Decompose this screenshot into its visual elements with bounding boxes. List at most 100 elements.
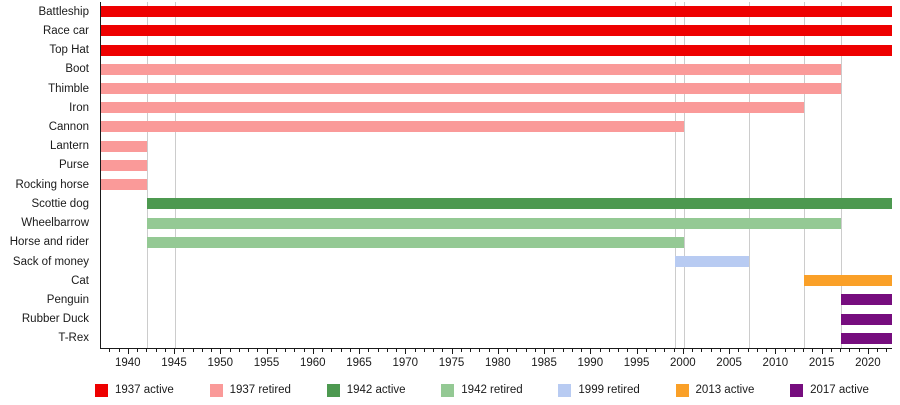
x-tick-label-1945: 1945 <box>161 357 187 369</box>
timeline-bar-lantern <box>101 140 148 152</box>
timeline-bar-t-rex <box>841 332 892 344</box>
major-tick-1945 <box>174 349 175 354</box>
timeline-bar-horse-and-rider <box>147 236 684 248</box>
minor-tick-2022 <box>886 349 888 352</box>
y-label-boot: Boot <box>65 63 89 76</box>
minor-tick-1971 <box>414 349 416 352</box>
minor-tick-1993 <box>618 349 620 352</box>
y-label-scottie-dog: Scottie dog <box>31 197 89 210</box>
minor-tick-2003 <box>710 349 712 352</box>
y-label-cat: Cat <box>71 274 89 287</box>
legend-swatch-2013-active <box>675 383 689 397</box>
minor-tick-2009 <box>766 349 768 352</box>
minor-tick-1948 <box>201 349 203 352</box>
x-tick-label-2005: 2005 <box>716 357 742 369</box>
minor-tick-1984 <box>534 349 536 352</box>
minor-tick-2014 <box>812 349 814 352</box>
timeline-bar-rubber-duck <box>841 313 892 325</box>
y-label-cannon: Cannon <box>48 120 89 133</box>
legend-item-1937-active: 1937 active <box>95 383 174 397</box>
x-tick-label-1940: 1940 <box>114 357 141 369</box>
y-label-thimble: Thimble <box>48 82 89 95</box>
minor-tick-2018 <box>849 349 851 352</box>
y-label-rocking-horse: Rocking horse <box>15 178 89 191</box>
minor-tick-1957 <box>285 349 287 352</box>
timeline-bar-battleship <box>101 6 892 18</box>
major-tick-1960 <box>312 349 314 354</box>
minor-tick-1953 <box>248 349 250 352</box>
x-tick-label-1970: 1970 <box>392 357 419 369</box>
minor-tick-1949 <box>211 349 213 352</box>
y-label-t-rex: T-Rex <box>58 332 89 345</box>
x-tick-label-1950: 1950 <box>207 357 234 369</box>
legend-label-1942-active: 1942 active <box>346 384 406 396</box>
timeline-bar-wheelbarrow <box>147 217 842 229</box>
x-tick-label-1995: 1995 <box>623 357 650 369</box>
gridline-2007 <box>748 2 750 348</box>
minor-tick-1968 <box>386 349 388 352</box>
y-label-top-hat: Top Hat <box>49 44 89 57</box>
minor-tick-1946 <box>183 349 185 352</box>
legend-swatch-1942-retired <box>441 383 455 397</box>
legend-item-2017-active: 2017 active <box>790 383 869 397</box>
major-tick-2010 <box>775 349 777 354</box>
minor-tick-1991 <box>599 349 601 352</box>
timeline-bar-race-car <box>101 25 892 37</box>
minor-tick-2019 <box>858 349 860 352</box>
x-tick-label-1975: 1975 <box>438 357 465 369</box>
plot-area <box>100 2 892 349</box>
minor-tick-1961 <box>322 349 324 352</box>
timeline-bar-iron <box>101 102 805 114</box>
legend-label-2013-active: 2013 active <box>695 384 755 396</box>
major-tick-1955 <box>266 349 268 354</box>
major-tick-1980 <box>497 349 499 354</box>
timeline-bar-purse <box>101 159 148 171</box>
minor-tick-1963 <box>340 349 342 352</box>
minor-tick-1977 <box>470 349 472 352</box>
minor-tick-1989 <box>581 349 583 352</box>
major-tick-1975 <box>451 349 453 354</box>
minor-tick-2017 <box>840 349 842 352</box>
x-axis: 1940 1945 1950 1955 1960 1965 1970 1975 1980 1985… <box>0 349 900 379</box>
minor-tick-1964 <box>349 349 351 352</box>
minor-tick-1994 <box>627 349 629 352</box>
gridline-1942 <box>147 2 149 348</box>
minor-tick-1967 <box>377 349 379 352</box>
minor-tick-1974 <box>442 349 444 352</box>
minor-tick-1947 <box>192 349 194 352</box>
minor-tick-1958 <box>294 349 296 352</box>
x-tick-label-1955: 1955 <box>253 357 280 369</box>
major-tick-1965 <box>359 349 361 354</box>
y-label-lantern: Lantern <box>49 140 89 153</box>
minor-tick-2013 <box>803 349 805 352</box>
minor-tick-1976 <box>460 349 462 352</box>
minor-tick-2001 <box>692 349 694 352</box>
x-tick-label-2000: 2000 <box>670 357 696 369</box>
y-label-battleship: Battleship <box>38 5 89 18</box>
legend-item-1999-retired: 1999 retired <box>558 383 640 397</box>
major-tick-2005 <box>729 349 731 354</box>
legend-swatch-1999-retired <box>558 383 572 397</box>
y-label-penguin: Penguin <box>46 293 89 306</box>
x-tick-label-1965: 1965 <box>346 357 372 369</box>
legend-item-2013-active: 2013 active <box>675 383 755 397</box>
legend-label-1937-active: 1937 active <box>115 384 174 396</box>
minor-tick-1943 <box>155 349 157 352</box>
gridline-2017 <box>841 2 843 348</box>
y-label-sack-of-money: Sack of money <box>12 255 89 268</box>
minor-tick-1952 <box>238 349 240 352</box>
x-tick-label-2015: 2015 <box>808 357 835 369</box>
timeline-bar-boot <box>101 63 842 75</box>
legend-label-1999-retired: 1999 retired <box>578 384 640 396</box>
minor-tick-1973 <box>433 349 435 352</box>
timeline-bar-thimble <box>101 83 842 94</box>
minor-tick-2007 <box>747 349 749 352</box>
y-label-horse-and-rider: Horse and rider <box>9 236 89 249</box>
y-label-wheelbarrow: Wheelbarrow <box>21 217 89 230</box>
x-tick-label-2020: 2020 <box>855 357 881 369</box>
minor-tick-2008 <box>756 349 758 352</box>
x-tick-label-2010: 2010 <box>762 357 789 369</box>
minor-tick-1942 <box>146 349 148 352</box>
gridline-1945 <box>175 2 176 348</box>
minor-tick-1938 <box>109 349 111 352</box>
